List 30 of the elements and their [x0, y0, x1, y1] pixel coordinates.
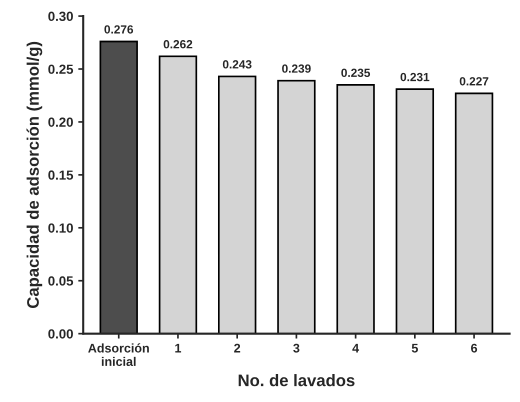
x-tick-label: 2	[234, 344, 240, 352]
x-tick-label: 3	[293, 344, 300, 353]
bar	[218, 76, 256, 334]
data-label: 0.227	[460, 77, 488, 86]
data-label: 0.235	[341, 68, 370, 78]
y-tick-label: 0.25	[48, 64, 74, 74]
x-tick-label: Adsorción inicial	[88, 343, 149, 366]
x-tick-label: 6	[471, 344, 478, 353]
bar	[454, 92, 494, 334]
data-label: 0.231	[400, 72, 430, 82]
x-axis-title: No. de lavados	[238, 374, 355, 386]
data-label: 0.276	[104, 25, 134, 34]
bar	[396, 88, 434, 334]
x-tick-label: 5	[412, 344, 418, 353]
bar	[158, 55, 198, 334]
y-tick-label: 0.30	[48, 12, 73, 22]
y-tick-label: 0.10	[48, 223, 73, 233]
bar	[100, 40, 138, 334]
data-label: 0.262	[164, 40, 192, 48]
data-label: 0.243	[222, 60, 252, 69]
y-tick-label: 0.20	[48, 118, 73, 127]
y-tick-label: 0.15	[48, 170, 74, 180]
x-tick-label: 1	[175, 344, 182, 352]
bar	[277, 80, 316, 334]
y-tick-label: 0.00	[48, 329, 73, 339]
y-tick-label: 0.05	[48, 276, 74, 286]
data-label: 0.239	[282, 64, 311, 73]
y-axis-title: Capacidad de adsorción (mmol/g)	[26, 42, 42, 308]
bar	[336, 84, 375, 334]
x-tick-label: 4	[352, 344, 360, 352]
